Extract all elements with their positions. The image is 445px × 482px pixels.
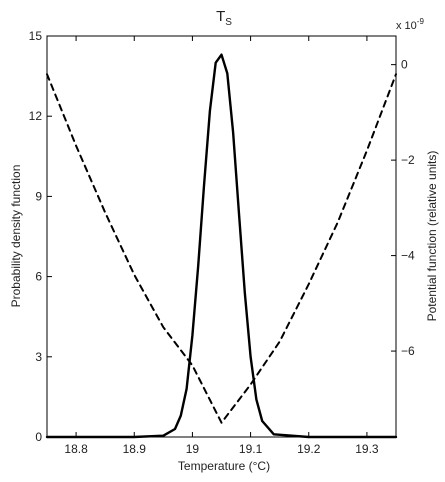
plot-frame [46,35,397,438]
left-y-tick-label: 12 [29,109,43,123]
left-y-tick-label: 9 [35,189,42,203]
chart-title-subscript: S [225,17,232,28]
right-y-tick-label: −2 [401,153,415,167]
chart-title-main: T [216,8,225,25]
right-y-tick-label: 0 [401,58,408,72]
x-tick-label: 19.3 [355,442,379,456]
x-tick-label: 18.8 [64,442,88,456]
left-y-tick-label: 15 [29,29,43,43]
right-axis-multiplier: x 10-9 [396,17,424,32]
pdf-series-line [45,53,398,439]
chart-title: TS [216,8,232,28]
right-y-axis-label: Potential function (relative units) [425,151,439,322]
plot-area: 18.8 18.9 19 19.1 19.2 19.3 0 3 6 9 12 15 0 −2 −4 −6 [29,29,415,456]
right-y-tick-label: −4 [401,249,415,263]
x-tick-label: 19 [186,442,200,456]
potential-series-line [46,73,397,424]
left-y-tick-label: 0 [35,430,42,444]
right-axis-multiplier-exponent: -9 [417,17,425,26]
left-y-axis-label: Probability density function [9,165,23,308]
left-y-tick-label: 6 [35,270,42,284]
x-axis-label: Temperature (°C) [178,459,270,473]
x-tick-label: 19.1 [239,442,263,456]
x-tick-label: 19.2 [297,442,321,456]
x-tick-label: 18.9 [123,442,147,456]
right-y-tick-label: −6 [401,344,415,358]
right-axis-multiplier-base: x 10 [396,20,417,32]
left-y-tick-label: 3 [35,350,42,364]
